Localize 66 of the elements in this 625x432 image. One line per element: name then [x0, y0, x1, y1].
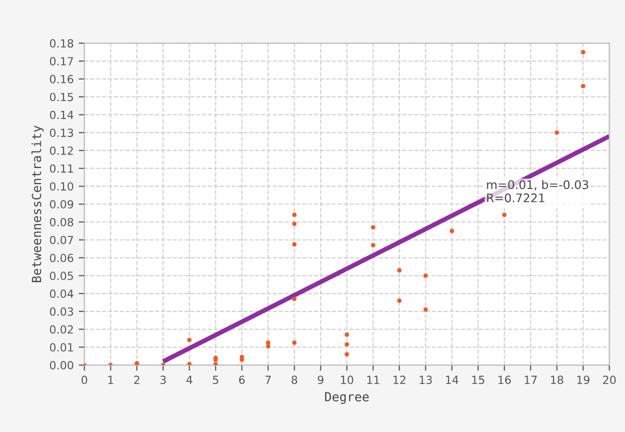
x-tick-label: 7 [266, 376, 271, 384]
x-tick-label: 4 [186, 376, 192, 384]
annotation: m=0.01, b=-0.03 R=0.7221 [487, 180, 588, 202]
y-tick-label: 0.08 [50, 218, 74, 226]
point [554, 130, 560, 135]
x-axis-title: Degree [325, 392, 369, 404]
y-tick-label: 0.17 [50, 57, 74, 66]
y-tick-label: 0.12 [50, 146, 73, 155]
point [292, 242, 297, 247]
point [213, 362, 218, 366]
point [344, 342, 350, 347]
x-tick-label: 1 [108, 376, 114, 384]
x-tick-label: 2 [134, 376, 140, 384]
y-tick-label: 0.04 [50, 289, 74, 298]
x-tick-label: 0 [82, 376, 88, 384]
x-tick-label: 18 [551, 376, 564, 384]
point [370, 243, 376, 248]
y-tick-label: 0.16 [50, 74, 74, 84]
point [344, 352, 350, 357]
point [344, 332, 350, 337]
x-tick-label: 15 [472, 376, 484, 384]
x-tick-label: 11 [367, 376, 380, 384]
point [292, 222, 297, 226]
x-tick-label: 12 [394, 376, 406, 384]
y-tick-label: 0.10 [50, 182, 74, 191]
x-tick-label: 6 [239, 376, 245, 384]
y-tick-label: 0.01 [50, 343, 73, 352]
y-tick-label: 0.18 [50, 39, 74, 48]
x-tick-label: 3 [160, 376, 166, 384]
point [370, 225, 376, 230]
y-tick-label: 0.06 [50, 254, 74, 262]
y-tick-label: 0.07 [50, 236, 74, 244]
point [423, 307, 428, 312]
y-tick-label: 0.14 [50, 110, 74, 120]
point [397, 298, 402, 303]
x-tick-label: 16 [498, 376, 511, 384]
point [187, 338, 192, 342]
x-tick-label: 14 [446, 376, 458, 384]
y-tick-label: 0.02 [50, 325, 73, 334]
point [423, 273, 428, 278]
x-tick-label: 5 [212, 376, 218, 384]
point [450, 228, 454, 234]
point [502, 212, 507, 218]
y-tick-label: 0.09 [50, 200, 74, 208]
point [266, 344, 270, 348]
point [580, 50, 586, 54]
point [292, 212, 297, 218]
x-tick-label: 10 [341, 376, 354, 384]
y-tick-label: 0.13 [50, 128, 74, 137]
x-tick-label: 13 [420, 376, 432, 384]
y-tick-label: 0.05 [50, 272, 73, 280]
x-tick-label: 9 [318, 376, 324, 384]
y-tick-label: 0.03 [50, 307, 74, 316]
x-tick-label: 20 [603, 376, 616, 384]
point [397, 268, 402, 272]
y-tick-label: 0.11 [50, 164, 73, 173]
x-tick-label: 19 [577, 376, 590, 384]
point [580, 84, 586, 88]
y-tick-label: 0.15 [50, 92, 73, 102]
x-tick-label: 17 [524, 376, 537, 384]
y-tick-label: 0.00 [50, 361, 74, 370]
point [292, 340, 297, 345]
point [187, 362, 192, 366]
point [292, 296, 297, 302]
y-axis-title: BetweennessCentrality [32, 126, 44, 282]
x-tick-label: 8 [292, 376, 298, 384]
